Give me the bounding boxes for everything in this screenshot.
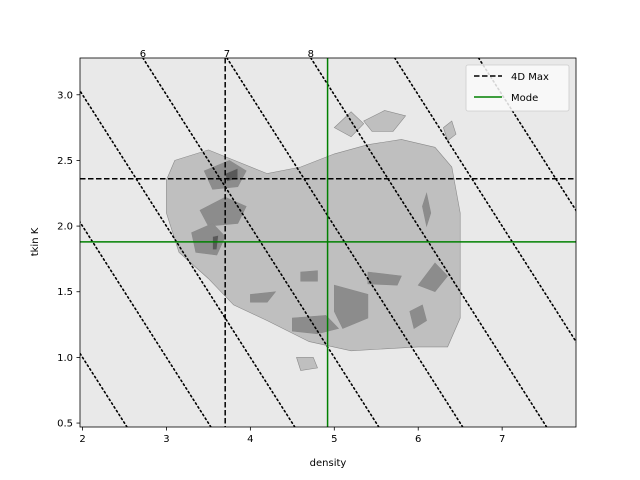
x-tick-label: 2 [79,434,85,445]
y-tick-label: 1.5 [57,287,73,298]
y-tick-label: 2.5 [57,156,73,167]
diagonal-label: 7 [224,49,230,60]
contour-region-2 [300,270,318,282]
diagonal-line [142,58,380,427]
diagonal-line [309,58,548,427]
contour-region-1 [363,110,407,132]
contour-layer [166,110,461,371]
contour-region-2 [409,304,427,329]
diagonal-line [80,351,128,427]
plot-frame [79,57,577,428]
y-tick-label: 1.0 [57,353,73,364]
legend-4d-max-label: 4D Max [511,72,549,83]
contour-region-1 [166,139,461,352]
y-axis-label: tkin K [30,227,41,256]
contour-region-1 [296,357,318,371]
y-tick-label: 2.0 [57,222,73,233]
y-axis: 0.5 1.0 1.5 2.0 2.5 3.0 [57,90,80,430]
contour-region-2 [199,196,247,227]
diagonal-line [393,58,576,344]
diagonal-label: 6 [140,49,146,60]
x-tick-label: 7 [499,434,505,445]
contour-region-2 [422,192,432,228]
diagonal-label: 8 [308,49,314,60]
contour-region-2 [333,284,369,329]
legend: 4D Max Mode [465,64,570,112]
legend-mode-label: Mode [511,93,538,104]
diagonal-line [226,58,464,427]
x-axis: 2 3 4 5 6 7 [79,427,505,445]
x-tick-label: 6 [415,434,421,445]
diagonal-line [80,220,212,427]
contour-region-2 [250,291,277,303]
contour-region-2 [417,262,448,293]
x-tick-label: 4 [247,434,253,445]
y-tick-label: 3.0 [57,90,73,101]
x-tick-label: 3 [163,434,169,445]
x-axis-label: density [310,458,347,469]
diagonal-line [80,89,296,427]
x-tick-label: 5 [331,434,337,445]
contour-region-1 [443,120,457,142]
contour-region-2 [367,271,402,286]
diagonal-labels: 6 7 8 [140,49,314,60]
y-tick-label: 0.5 [57,419,73,430]
reference-lines [80,58,576,427]
diagonal-lines [80,58,576,427]
diagonal-line [477,58,576,212]
